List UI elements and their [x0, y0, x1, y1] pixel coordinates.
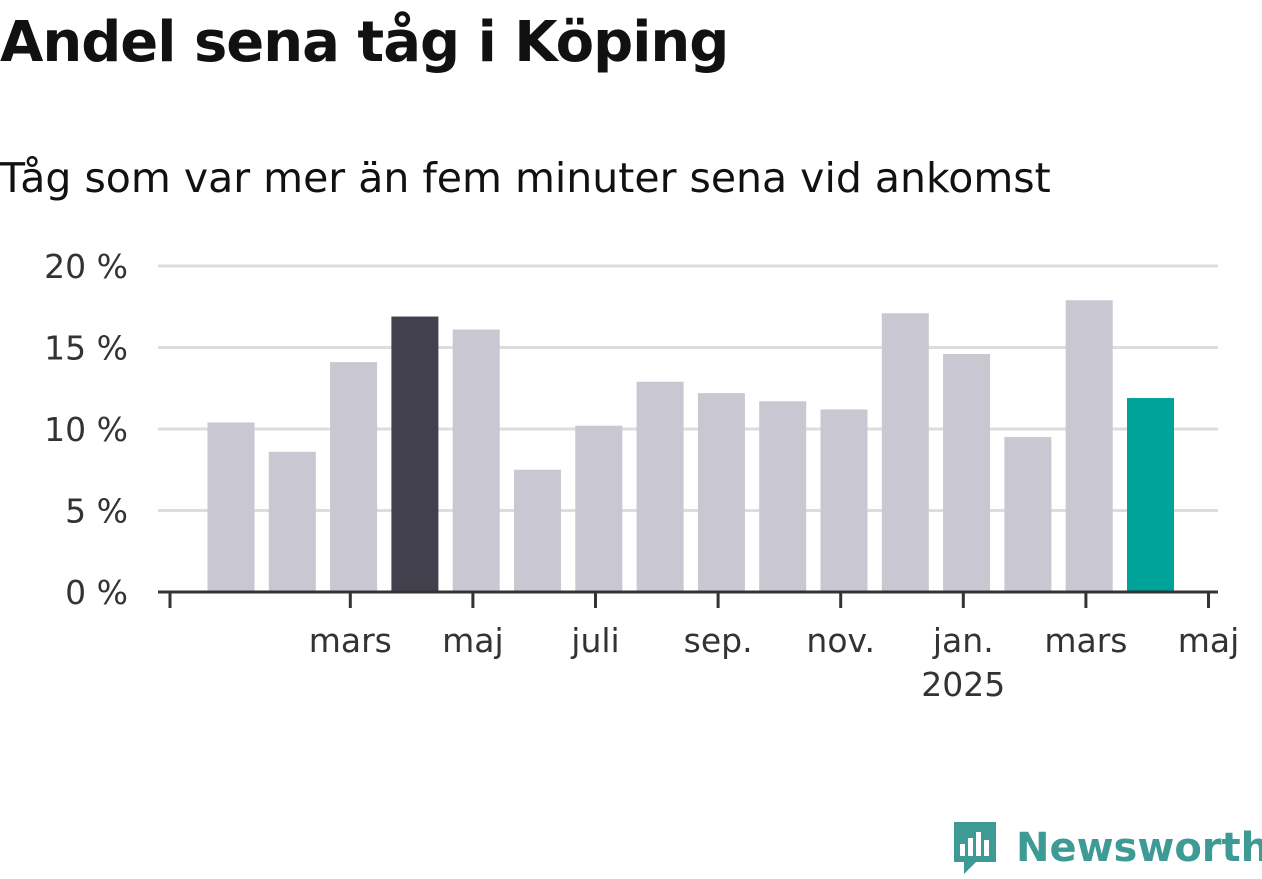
x-tick-label: maj — [1178, 621, 1240, 660]
bar — [943, 354, 991, 592]
bar — [697, 393, 745, 592]
x-tick-sublabel: 2025 — [921, 665, 1005, 704]
bar — [330, 362, 378, 592]
brand-name: Newsworthy — [1016, 825, 1262, 871]
bars — [207, 300, 1174, 592]
bar-chart-speech-bubble-icon — [954, 822, 996, 874]
chart-title: Andel sena tåg i Köping — [0, 10, 729, 75]
x-tick-label: maj — [442, 621, 504, 660]
y-axis: 0 % 5 % 10 % 15 % 20 % — [44, 247, 128, 612]
chart-subtitle: Tåg som var mer än fem minuter sena vid … — [0, 154, 1051, 202]
x-tick-label: jan. — [932, 621, 994, 660]
bar — [636, 381, 684, 592]
bar — [881, 313, 929, 592]
y-tick-label: 20 % — [44, 247, 128, 286]
newsworthy-logo: Newsworthy — [950, 818, 1262, 878]
x-tick-label: sep. — [684, 621, 753, 660]
x-axis: mars maj juli sep. nov. jan. 2025 mars maj — [158, 590, 1240, 704]
x-tick-label: mars — [1044, 621, 1127, 660]
bar — [1004, 437, 1052, 592]
bar-chart: 0 % 5 % 10 % 15 % 20 % mars maj juli sep. nov. ja… — [44, 247, 1240, 704]
bar — [759, 401, 807, 592]
x-tick-label: nov. — [806, 621, 875, 660]
bar — [820, 409, 868, 592]
grid-lines — [158, 264, 1218, 512]
bar — [268, 451, 316, 592]
y-tick-label: 15 % — [44, 329, 128, 368]
bar — [575, 425, 623, 592]
x-tick-label: juli — [570, 621, 619, 660]
bar — [452, 329, 500, 592]
y-tick-label: 5 % — [65, 492, 128, 531]
y-tick-label: 0 % — [65, 573, 128, 612]
bar — [391, 316, 439, 592]
bar — [207, 422, 255, 592]
bar — [514, 469, 561, 592]
y-tick-label: 10 % — [44, 410, 128, 449]
bar — [1065, 300, 1113, 592]
x-tick-label: mars — [309, 621, 392, 660]
bar — [1127, 398, 1174, 592]
